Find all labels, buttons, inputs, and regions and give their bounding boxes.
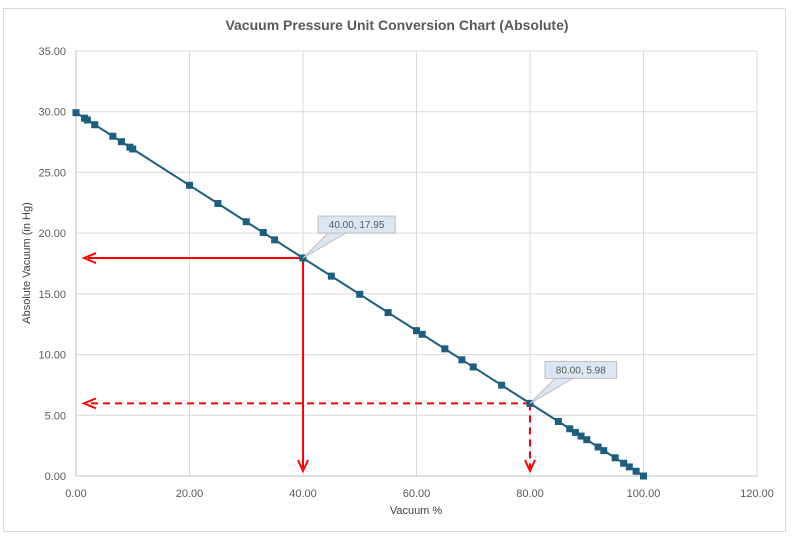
- data-point: [413, 327, 420, 335]
- data-point: [611, 454, 619, 462]
- data-point: [600, 447, 608, 455]
- y-tick-label: 10.00: [38, 350, 66, 362]
- y-axis-label: Absolute Vacuum (in Hg): [21, 202, 33, 323]
- data-point: [441, 345, 449, 353]
- data-point: [566, 425, 574, 433]
- data-point: [271, 236, 279, 244]
- callout-label: 40.00, 17.95: [329, 220, 385, 231]
- data-point: [571, 428, 579, 436]
- callout-box: [317, 215, 396, 234]
- data-point: [577, 432, 585, 440]
- data-point: [83, 116, 91, 124]
- data-point: [640, 472, 647, 480]
- data-point: [91, 121, 99, 129]
- gridlines: [75, 50, 758, 477]
- data-point: [117, 138, 125, 146]
- x-tick-label: 80.00: [516, 488, 544, 500]
- arrow-down-head: [297, 459, 309, 474]
- data-point: [327, 272, 335, 280]
- data-point: [554, 417, 562, 425]
- callout-pointer: [302, 232, 348, 259]
- x-tick-label: 100.00: [627, 488, 661, 500]
- data-point: [109, 132, 117, 140]
- data-point: [129, 145, 137, 153]
- y-tick-label: 30.00: [38, 107, 66, 119]
- x-axis-label: Vacuum %: [390, 505, 443, 517]
- x-tick-label: 60.00: [403, 488, 431, 500]
- chart-title: Vacuum Pressure Unit Conversion Chart (A…: [225, 17, 568, 33]
- arrow-left-head: [81, 252, 97, 264]
- data-point: [625, 463, 633, 471]
- data-point: [72, 109, 80, 117]
- data-point: [620, 459, 628, 467]
- chart-area: [3, 8, 786, 532]
- arrow-left-head: [81, 397, 97, 410]
- x-tick-label: 40.00: [289, 488, 317, 500]
- data-point: [458, 356, 466, 364]
- data-point: [583, 436, 591, 444]
- y-tick-label: 25.00: [38, 167, 66, 179]
- y-tick-label: 5.00: [45, 410, 66, 422]
- data-point: [498, 381, 506, 389]
- y-tick-label: 35.00: [38, 46, 66, 58]
- y-tick-label: 0.00: [45, 471, 66, 483]
- x-tick-label: 0.00: [65, 488, 86, 500]
- data-point: [214, 200, 222, 208]
- data-callouts: 40.00, 17.95 80.00, 5.98: [302, 215, 618, 404]
- data-point: [469, 363, 477, 371]
- callout-box: [544, 360, 618, 379]
- callout-label: 80.00, 5.98: [556, 365, 606, 376]
- x-tick-label: 20.00: [176, 488, 204, 500]
- guide-arrows: [81, 252, 536, 474]
- data-point: [594, 443, 602, 451]
- data-point: [356, 290, 364, 298]
- data-point: [242, 218, 250, 226]
- data-point: [384, 309, 392, 317]
- callout-pointer: [529, 377, 575, 404]
- data-point: [632, 467, 640, 475]
- y-tick-label: 15.00: [38, 289, 66, 301]
- x-tick-label: 120.00: [740, 488, 774, 500]
- data-point: [259, 229, 267, 237]
- data-point: [418, 330, 426, 338]
- y-tick-label: 20.00: [38, 228, 66, 240]
- arrow-down-head: [524, 459, 536, 474]
- data-point: [186, 181, 193, 189]
- tick-labels: 0.00 20.00 40.00 60.00 80.00 100.00 120.00 0.00…: [38, 46, 773, 500]
